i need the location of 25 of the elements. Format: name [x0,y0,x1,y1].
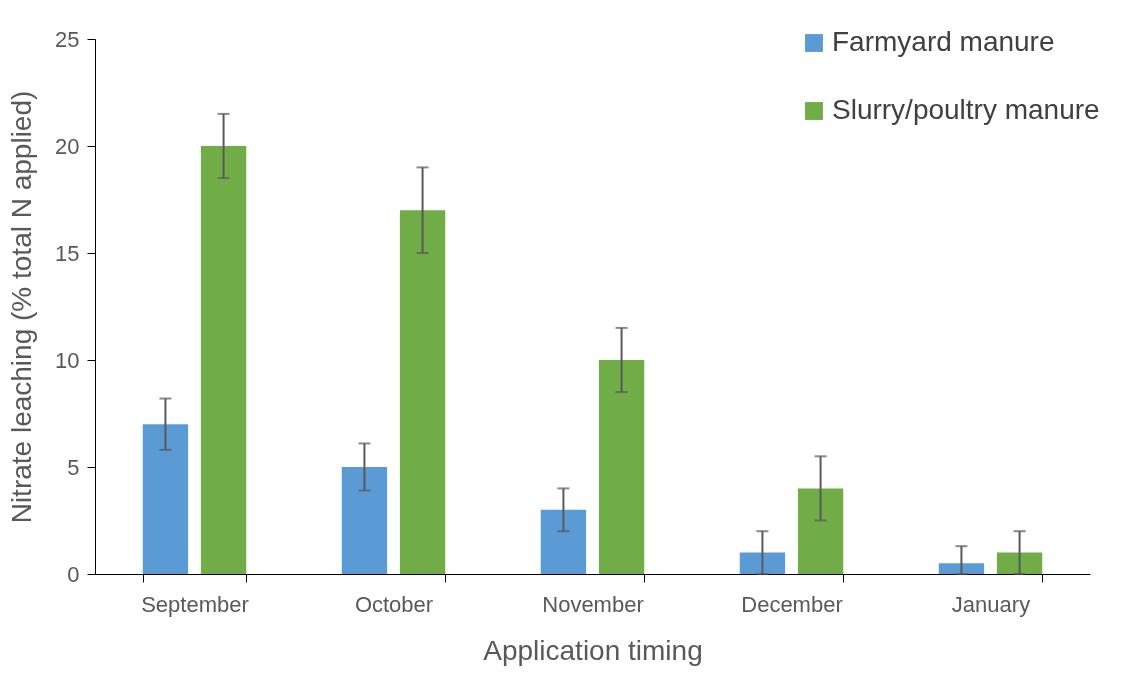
x-tick-label: October [354,591,434,617]
legend-label: Slurry/poultry manure [832,94,1100,125]
x-tick-label: September [141,591,249,617]
y-tick-label: 0 [67,561,80,587]
bar [996,552,1043,574]
x-tick-label: December [741,591,843,617]
y-axis-title: Nitrate leaching (% total N applied) [6,90,38,524]
x-tick-label: November [542,591,644,617]
bar [598,360,645,574]
bar [797,488,844,574]
y-tick-label: 5 [67,454,80,480]
bar [399,210,446,574]
x-axis-title: Application timing [483,634,703,666]
bar [341,467,388,574]
bar [142,424,189,574]
bar [200,146,247,574]
bar [540,509,587,574]
x-tick-label: January [951,591,1031,617]
y-tick-label: 10 [55,347,80,373]
y-tick-label: 20 [55,133,80,159]
legend-label: Farmyard manure [832,26,1055,57]
y-tick-label: 25 [55,26,80,52]
bar [938,563,985,574]
y-tick-label: 15 [55,240,80,266]
bar [739,552,786,574]
